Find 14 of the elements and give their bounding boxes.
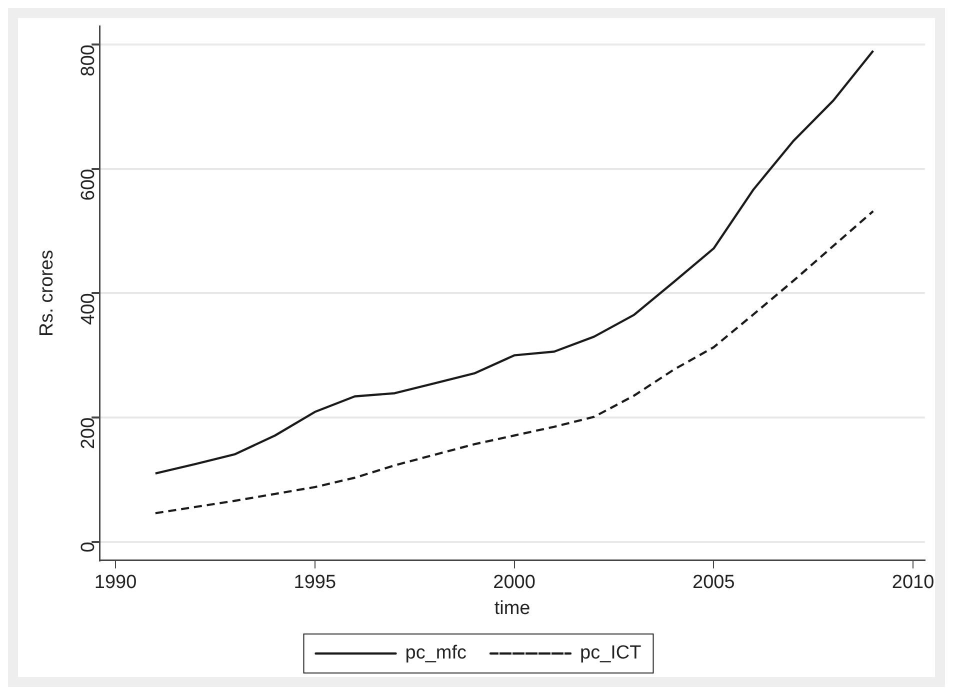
x-tick-label: 2010 [892,572,934,594]
y-tick-label: 200 [78,417,99,450]
x-tick-label: 1995 [294,572,336,594]
x-tick-label: 2005 [692,572,735,594]
y-axis-title: Rs. crores [36,250,58,336]
y-tick-label: 800 [78,44,99,76]
legend-label: pc_mfc [405,642,467,664]
y-tick-label: 0 [78,542,99,552]
y-tick-label: 600 [78,168,99,201]
x-axis-title: time [494,598,530,619]
x-tick-label: 2000 [493,572,536,594]
x-tick-label: 1990 [94,572,137,594]
y-tick-label: 400 [78,293,99,325]
legend-label: pc_ICT [580,642,642,664]
